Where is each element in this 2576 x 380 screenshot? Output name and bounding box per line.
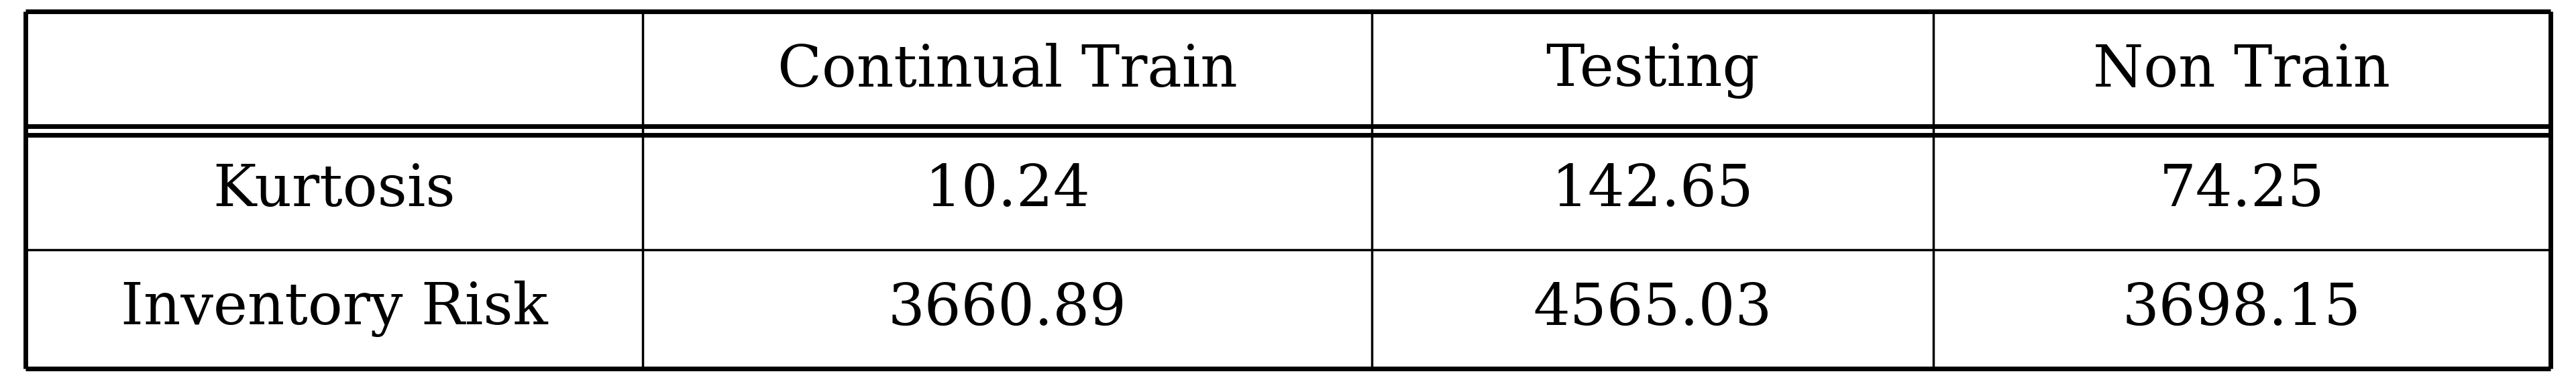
Text: Testing: Testing bbox=[1546, 43, 1759, 99]
Text: Kurtosis: Kurtosis bbox=[214, 162, 456, 218]
Text: 10.24: 10.24 bbox=[925, 162, 1090, 218]
Text: 3660.89: 3660.89 bbox=[889, 281, 1126, 337]
Text: Continual Train: Continual Train bbox=[778, 43, 1236, 99]
Text: 3698.15: 3698.15 bbox=[2123, 281, 2362, 337]
Text: Inventory Risk: Inventory Risk bbox=[121, 281, 549, 337]
Text: 74.25: 74.25 bbox=[2159, 162, 2324, 218]
Text: Non Train: Non Train bbox=[2094, 43, 2391, 99]
Text: 142.65: 142.65 bbox=[1551, 162, 1754, 218]
Text: 4565.03: 4565.03 bbox=[1533, 281, 1772, 337]
